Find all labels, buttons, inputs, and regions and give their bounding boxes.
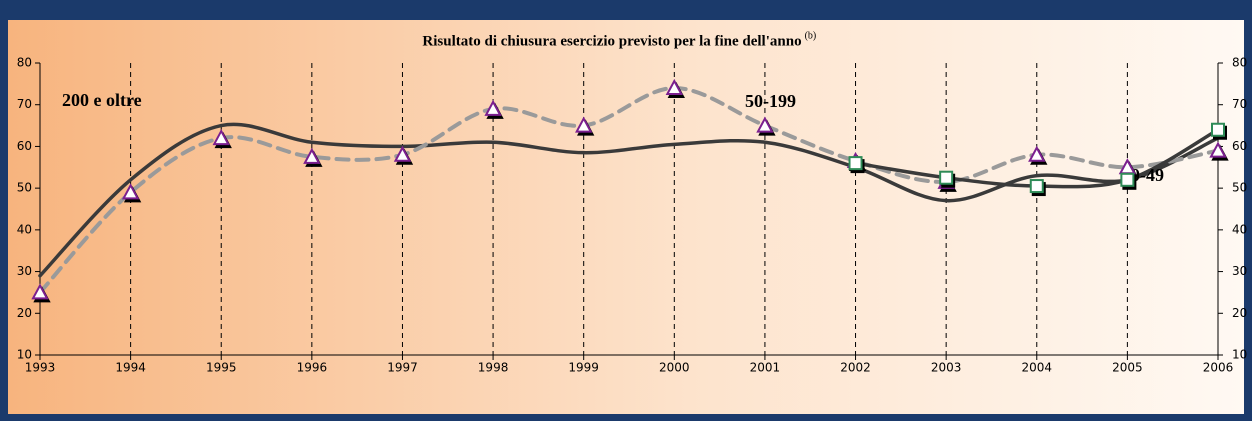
y2-tick-label: 80: [1232, 56, 1247, 70]
marker: [303, 147, 321, 164]
y-tick-label: 40: [17, 222, 32, 236]
y2-tick-label: 40: [1232, 222, 1247, 236]
marker: [1209, 141, 1227, 158]
x-tick-label: 2002: [840, 361, 871, 375]
y-tick-label: 60: [17, 139, 32, 153]
x-tick-label: 2005: [1112, 361, 1143, 375]
marker: [1211, 122, 1225, 137]
marker: [575, 116, 593, 133]
y2-tick-label: 50: [1232, 181, 1247, 195]
y2-tick-label: 10: [1232, 348, 1247, 362]
series-line: [38, 122, 1220, 278]
x-tick-label: 1995: [206, 361, 237, 375]
marker: [121, 183, 140, 200]
chart-title: Risultato di chiusura esercizio previsto…: [422, 33, 801, 49]
y-tick-label: 30: [17, 264, 32, 278]
x-tick-label: 2006: [1203, 361, 1234, 375]
y-tick-label: 10: [17, 348, 32, 362]
y-tick-label: 80: [17, 56, 32, 70]
x-tick-label: 1999: [568, 361, 599, 375]
y2-tick-label: 60: [1232, 139, 1247, 153]
x-tick-label: 1994: [115, 361, 146, 375]
y-tick-label: 20: [17, 306, 32, 320]
y2-tick-label: 30: [1232, 264, 1247, 278]
x-tick-label: 2000: [659, 361, 690, 375]
series-label: 50-199: [745, 91, 796, 111]
marker: [756, 116, 774, 133]
marker: [665, 78, 683, 96]
marker: [1120, 172, 1135, 187]
chart-panel: [8, 20, 1244, 414]
marker: [848, 156, 863, 171]
y2-tick-label: 20: [1232, 306, 1247, 320]
series-label: 200 e oltre: [62, 90, 142, 110]
x-tick-label: 2003: [931, 361, 962, 375]
marker: [939, 170, 954, 185]
x-tick-label: 1998: [478, 361, 509, 375]
marker: [484, 99, 502, 116]
x-tick-label: 1993: [25, 361, 56, 375]
x-tick-label: 2004: [1021, 361, 1052, 375]
x-tick-label: 1996: [297, 361, 328, 375]
title-note: (b): [805, 30, 817, 41]
marker: [31, 283, 49, 300]
marker: [1029, 179, 1044, 194]
x-tick-label: 2001: [750, 361, 781, 375]
marker: [212, 128, 230, 146]
y-tick-label: 50: [17, 181, 32, 195]
y2-tick-label: 70: [1232, 97, 1247, 111]
marker: [1028, 145, 1046, 162]
marker: [393, 145, 412, 162]
x-tick-label: 1997: [387, 361, 418, 375]
y-tick-label: 70: [17, 97, 32, 111]
